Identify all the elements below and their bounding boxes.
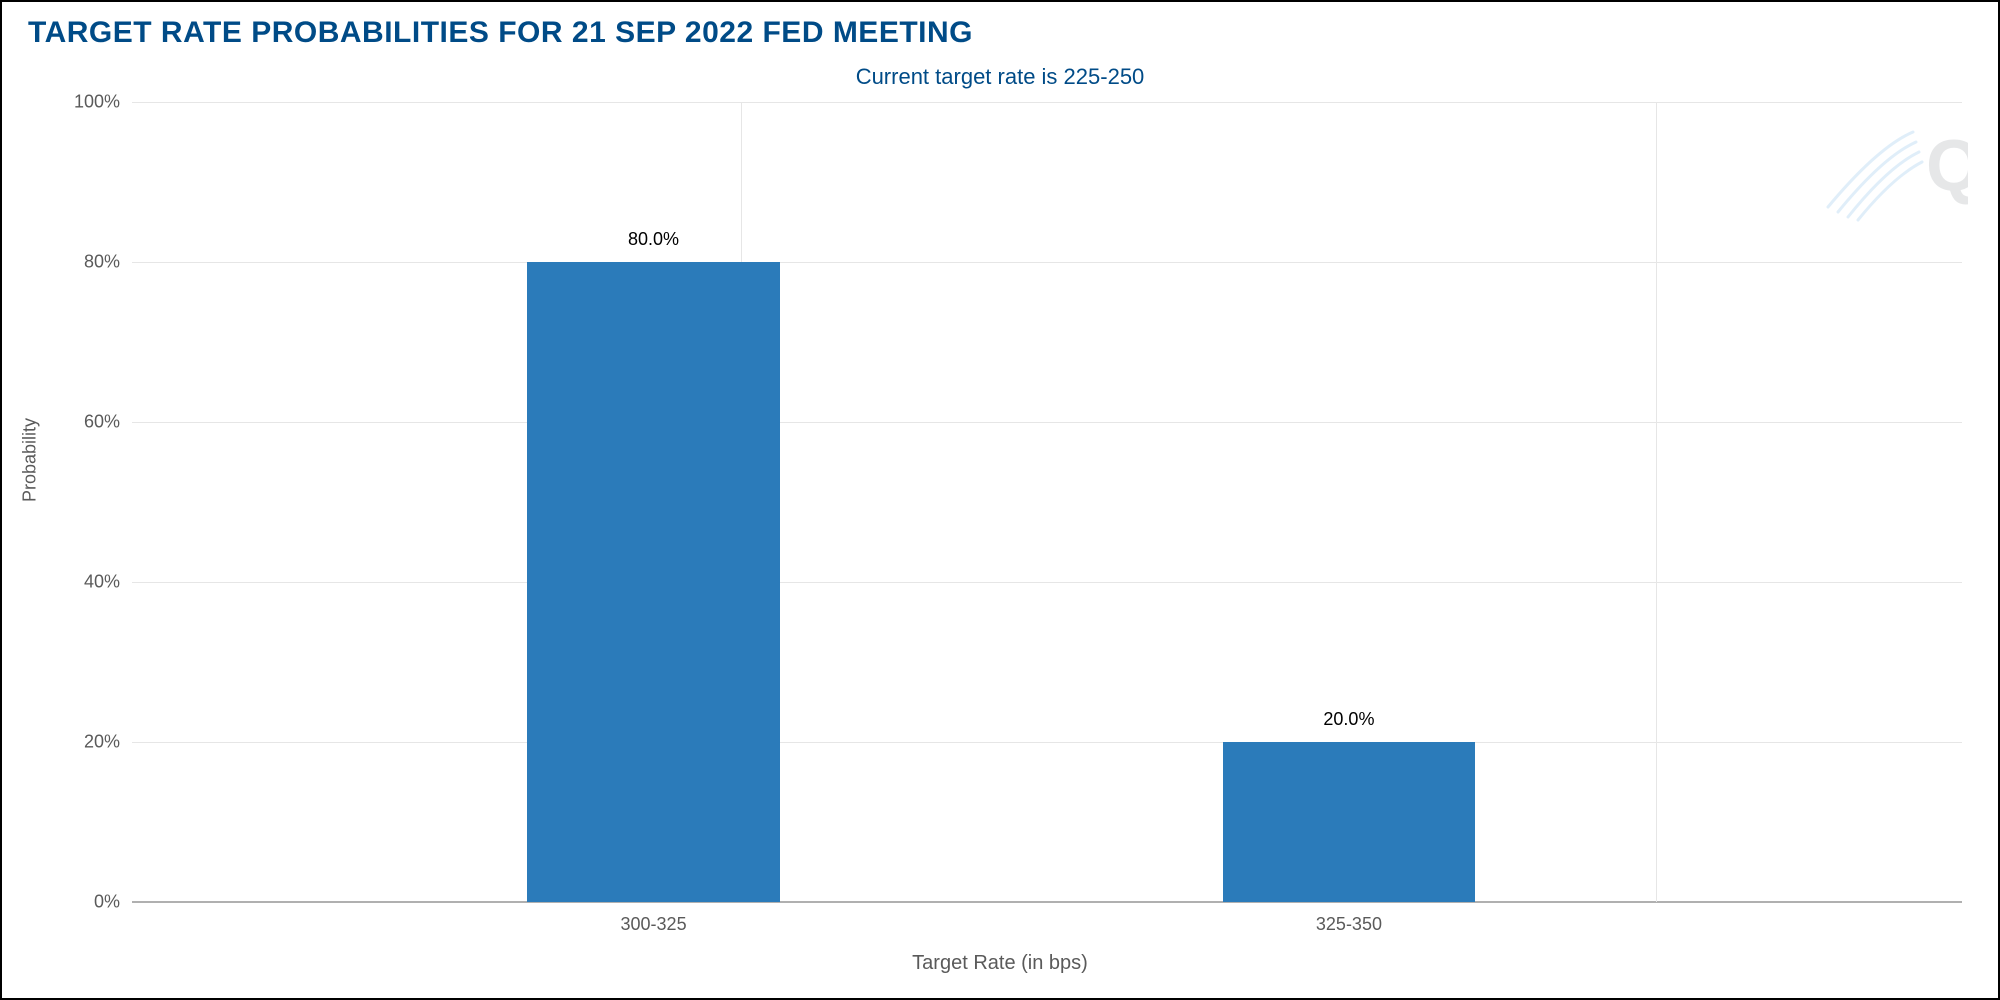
gridline-vertical — [1656, 102, 1657, 902]
x-axis-title: Target Rate (in bps) — [2, 952, 1998, 975]
y-tick-label: 40% — [30, 572, 120, 593]
plot-area: 80.0% 20.0% — [132, 102, 1962, 902]
bar — [527, 262, 780, 902]
x-tick-label: 300-325 — [621, 914, 687, 935]
y-tick-label: 60% — [30, 412, 120, 433]
chart-title: TARGET RATE PROBABILITIES FOR 21 SEP 202… — [28, 16, 973, 50]
bar-value-label: 80.0% — [628, 229, 679, 250]
bar-value-label: 20.0% — [1323, 709, 1374, 730]
gridline — [132, 262, 1962, 263]
x-tick-label: 325-350 — [1316, 914, 1382, 935]
y-tick-label: 0% — [30, 892, 120, 913]
chart-subtitle: Current target rate is 225-250 — [2, 64, 1998, 90]
y-tick-label: 80% — [30, 252, 120, 273]
gridline — [132, 102, 1962, 103]
chart-frame: TARGET RATE PROBABILITIES FOR 21 SEP 202… — [0, 0, 2000, 1000]
gridline — [132, 742, 1962, 743]
y-tick-label: 20% — [30, 732, 120, 753]
gridline — [132, 582, 1962, 583]
axis-baseline — [132, 901, 1962, 903]
bar — [1223, 742, 1476, 902]
y-tick-label: 100% — [30, 92, 120, 113]
gridline — [132, 422, 1962, 423]
